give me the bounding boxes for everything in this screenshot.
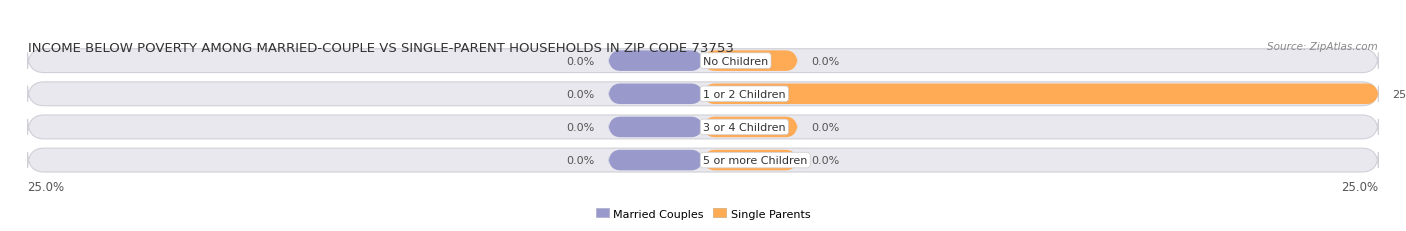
- Text: 25.0%: 25.0%: [28, 180, 65, 193]
- Text: 3 or 4 Children: 3 or 4 Children: [703, 122, 786, 132]
- FancyBboxPatch shape: [609, 117, 703, 138]
- Text: 0.0%: 0.0%: [567, 122, 595, 132]
- FancyBboxPatch shape: [609, 84, 703, 105]
- Text: No Children: No Children: [703, 56, 768, 66]
- Text: Source: ZipAtlas.com: Source: ZipAtlas.com: [1267, 42, 1378, 52]
- FancyBboxPatch shape: [28, 149, 1378, 172]
- FancyBboxPatch shape: [703, 117, 797, 138]
- Text: 0.0%: 0.0%: [567, 155, 595, 165]
- FancyBboxPatch shape: [609, 51, 703, 72]
- FancyBboxPatch shape: [609, 150, 703, 171]
- FancyBboxPatch shape: [703, 150, 797, 171]
- Legend: Married Couples, Single Parents: Married Couples, Single Parents: [592, 204, 814, 223]
- FancyBboxPatch shape: [28, 116, 1378, 139]
- Text: 0.0%: 0.0%: [811, 122, 839, 132]
- Text: 0.0%: 0.0%: [567, 56, 595, 66]
- Text: 25.0%: 25.0%: [1392, 89, 1406, 99]
- FancyBboxPatch shape: [28, 82, 1378, 106]
- Text: INCOME BELOW POVERTY AMONG MARRIED-COUPLE VS SINGLE-PARENT HOUSEHOLDS IN ZIP COD: INCOME BELOW POVERTY AMONG MARRIED-COUPL…: [28, 42, 734, 55]
- Text: 0.0%: 0.0%: [811, 155, 839, 165]
- FancyBboxPatch shape: [703, 84, 1378, 105]
- Text: 25.0%: 25.0%: [1341, 180, 1378, 193]
- Text: 0.0%: 0.0%: [811, 56, 839, 66]
- Text: 1 or 2 Children: 1 or 2 Children: [703, 89, 786, 99]
- FancyBboxPatch shape: [28, 49, 1378, 73]
- Text: 0.0%: 0.0%: [567, 89, 595, 99]
- Text: 5 or more Children: 5 or more Children: [703, 155, 807, 165]
- FancyBboxPatch shape: [703, 51, 797, 72]
